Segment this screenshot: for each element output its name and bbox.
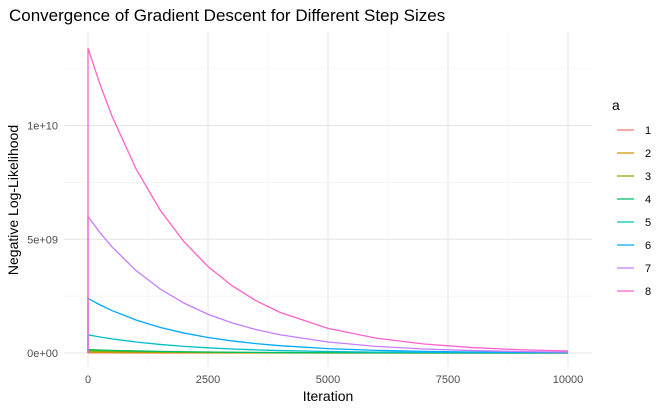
legend-label-7: 7 (645, 263, 651, 275)
series-line-6 (87, 297, 569, 354)
legend-label-4: 4 (645, 194, 651, 206)
y-tick-label: 0e+00 (27, 348, 58, 360)
series-line-8 (87, 48, 569, 353)
legend-label-3: 3 (645, 171, 651, 183)
y-axis-ticks: 0e+00 5e+09 1e+10 (27, 121, 58, 360)
series-lines (87, 48, 569, 354)
x-tick-label: 10000 (553, 374, 584, 386)
legend-label-2: 2 (645, 148, 651, 160)
x-tick-label: 0 (85, 374, 91, 386)
y-axis-title: Negative Log-Likelihood (5, 125, 21, 275)
series-line-7 (87, 214, 569, 353)
legend-title: a (612, 97, 620, 113)
legend-label-5: 5 (645, 217, 651, 229)
x-axis-title: Iteration (303, 388, 354, 404)
grid-lines (64, 32, 592, 366)
legend-label-6: 6 (645, 240, 651, 252)
series-line-5 (87, 334, 569, 354)
y-tick-label: 5e+09 (27, 234, 58, 246)
x-axis-ticks: 0 2500 5000 7500 10000 (85, 374, 583, 386)
legend: a 1 2 3 4 5 6 7 8 (612, 97, 651, 298)
x-tick-label: 5000 (316, 374, 340, 386)
legend-label-8: 8 (645, 286, 651, 298)
x-tick-label: 2500 (196, 374, 220, 386)
legend-items: 1 2 3 4 5 6 7 8 (617, 125, 651, 298)
x-tick-label: 7500 (436, 374, 460, 386)
chart-title: Convergence of Gradient Descent for Diff… (9, 6, 445, 25)
y-tick-label: 1e+10 (27, 121, 58, 133)
legend-label-1: 1 (645, 125, 651, 137)
